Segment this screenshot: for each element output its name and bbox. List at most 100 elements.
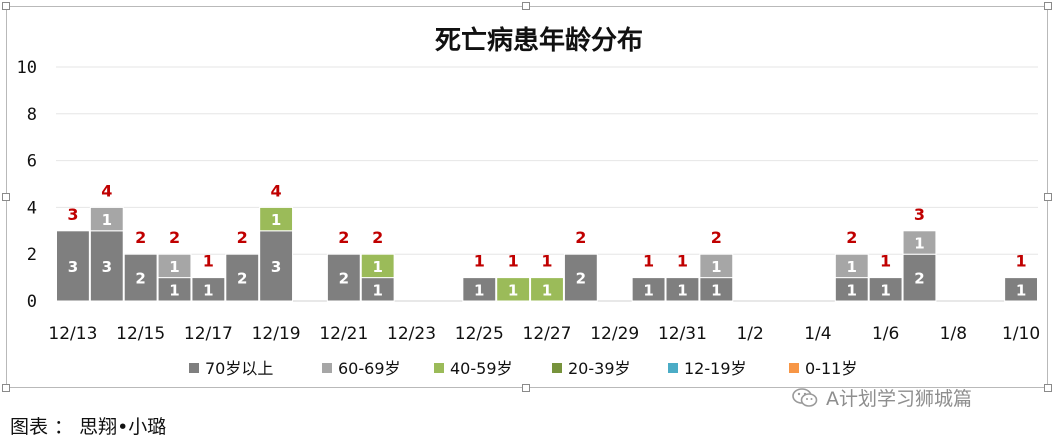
legend-swatch: [434, 363, 444, 373]
bar-value-label: 2: [237, 270, 247, 288]
bar-segment: [496, 277, 531, 302]
bar-segment: [89, 230, 124, 302]
bars-layer: 3 3 1 2 1 1 1 2 3 1 2 1 1 1 1 1 2 1 1 1 1 1 1 1 2 1 1: [56, 206, 1039, 302]
y-tick-label: 0: [27, 292, 37, 312]
watermark-text: A计划学习狮城篇: [826, 388, 972, 410]
bar-total-label: 1: [474, 252, 485, 271]
bar-segment: [123, 253, 158, 302]
bar-segment: [56, 230, 90, 302]
bar-segment: [631, 277, 666, 302]
bar-value-label: 2: [576, 270, 586, 288]
resize-handle-mid-right[interactable]: [1044, 193, 1052, 201]
bar-segment: [191, 277, 226, 302]
bar-total-label: 1: [508, 252, 519, 271]
bar-value-label: 1: [1016, 281, 1026, 299]
x-tick-label: 12/25: [455, 324, 504, 344]
bar-segment: [259, 206, 294, 232]
y-axis-labels: 0 2 4 6 8 10: [17, 58, 37, 312]
x-tick-label: 12/17: [184, 324, 233, 344]
bar-value-label: 1: [847, 258, 857, 276]
legend-label: 12-19岁: [684, 359, 747, 378]
bar-segment: [225, 253, 260, 302]
x-tick-label: 12/19: [252, 324, 301, 344]
total-labels: 3 4 2 2 1 2 4 2 2 1 1 1 2 1 1 2 2 1 3 1: [67, 181, 1026, 270]
bar-value-label: 1: [372, 281, 382, 299]
bar-total-label: 3: [914, 205, 925, 224]
x-tick-label: 12/23: [387, 324, 436, 344]
legend-label: 0-11岁: [805, 359, 857, 378]
bar-segment: [902, 253, 937, 302]
x-tick-label: 1/2: [736, 324, 763, 344]
bar-segment: [1004, 277, 1039, 302]
x-tick-label: 12/31: [658, 324, 707, 344]
x-tick-label: 1/10: [1002, 324, 1040, 344]
legend-swatch: [789, 363, 799, 373]
bar-total-label: 1: [203, 252, 214, 271]
legend-swatch: [322, 363, 332, 373]
bar-total-label: 1: [541, 252, 552, 271]
bar-total-label: 1: [677, 252, 688, 271]
bar-value-label: 2: [339, 270, 349, 288]
bar-value-label: 1: [914, 235, 924, 253]
bar-segment: [902, 230, 937, 255]
bar-total-label: 3: [67, 205, 78, 224]
x-tick-label: 12/13: [48, 324, 97, 344]
bar-value-label: 2: [135, 270, 145, 288]
bar-total-label: 2: [169, 228, 180, 247]
y-tick-label: 6: [27, 152, 37, 172]
bar-value-label: 1: [542, 281, 552, 299]
legend-label: 70岁以上: [205, 359, 273, 378]
bar-value-label: 1: [677, 281, 687, 299]
bar-value-label: 1: [880, 281, 890, 299]
chart-frame: 死亡病患年龄分布 3 3 1 2 1 1 1 2 3 1 2 1 1 1 1 1 2 1 1 1 1 1 1 1 2 1 1 0 2 4…: [2, 2, 1052, 392]
bar-total-label: 2: [338, 228, 349, 247]
bar-value-label: 1: [847, 281, 857, 299]
x-tick-label: 12/29: [590, 324, 639, 344]
bar-value-label: 3: [102, 258, 112, 276]
resize-handle-top-mid[interactable]: [522, 2, 530, 10]
bar-segment: [89, 206, 124, 232]
x-axis-labels: 12/13 12/15 12/17 12/19 12/21 12/23 12/25 12/27…: [48, 324, 1040, 344]
bar-segment: [699, 253, 734, 279]
bar-total-label: 4: [101, 181, 112, 200]
bar-value-label: 3: [271, 258, 281, 276]
y-tick-label: 8: [27, 105, 37, 125]
resize-handle-top-right[interactable]: [1044, 2, 1052, 10]
bar-total-label: 1: [880, 252, 891, 271]
legend-label: 40-59岁: [450, 359, 513, 378]
bar-value-label: 1: [169, 281, 179, 299]
bar-value-label: 1: [271, 211, 281, 229]
resize-handle-bottom-left[interactable]: [2, 384, 10, 392]
x-tick-label: 12/27: [523, 324, 572, 344]
legend-label: 20-39岁: [568, 359, 631, 378]
legend-label: 60-69岁: [338, 359, 401, 378]
bar-segment: [259, 230, 294, 302]
bar-total-label: 2: [372, 228, 383, 247]
bar-total-label: 2: [846, 228, 857, 247]
resize-handle-mid-left[interactable]: [2, 193, 10, 201]
y-tick-label: 10: [17, 58, 37, 78]
resize-handle-bottom-right[interactable]: [1044, 384, 1052, 392]
bar-segment: [462, 277, 497, 302]
bar-value-label: 1: [711, 258, 721, 276]
resize-handle-top-left[interactable]: [2, 2, 10, 10]
bar-total-label: 1: [643, 252, 654, 271]
chart: 死亡病患年龄分布 3 3 1 2 1 1 1 2 3 1 2 1 1 1 1 1 2 1 1 1 1 1 1 1 2 1 1 0 2 4…: [17, 25, 1041, 378]
x-tick-label: 12/21: [319, 324, 368, 344]
bar-value-label: 1: [508, 281, 518, 299]
x-tick-label: 1/4: [804, 324, 831, 344]
bar-total-label: 2: [237, 228, 248, 247]
x-tick-label: 12/15: [116, 324, 165, 344]
bar-total-label: 2: [711, 228, 722, 247]
watermark: A计划学习狮城篇: [792, 384, 972, 411]
bar-segment: [360, 253, 395, 279]
bar-total-label: 2: [135, 228, 146, 247]
legend: 70岁以上 60-69岁 40-59岁 20-39岁 12-19岁 0-11岁: [189, 359, 857, 378]
resize-handle-bottom-mid[interactable]: [522, 384, 530, 392]
bar-value-label: 2: [914, 270, 924, 288]
bar-segment: [326, 253, 361, 302]
bar-total-label: 2: [575, 228, 586, 247]
bar-total-label: 4: [271, 181, 282, 200]
bar-value-label: 1: [372, 258, 382, 276]
bar-value-label: 1: [643, 281, 653, 299]
